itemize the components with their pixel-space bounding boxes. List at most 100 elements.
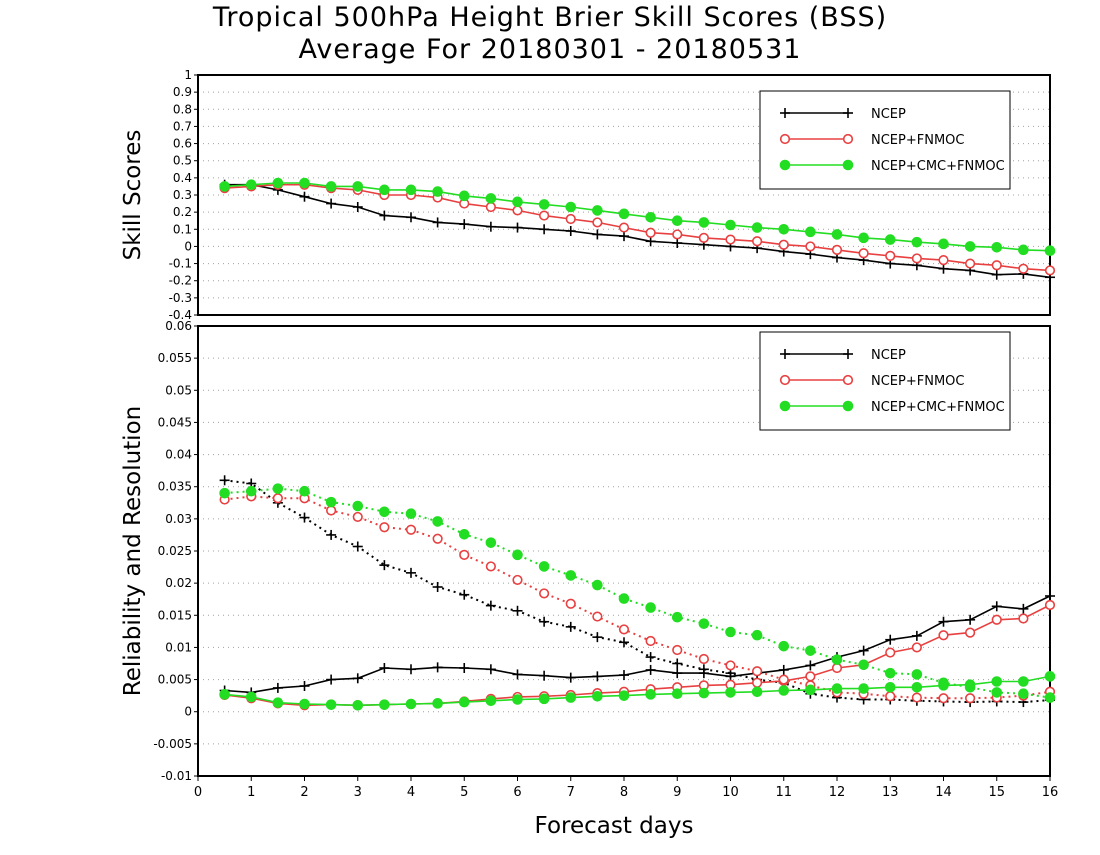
data-point [725, 219, 736, 231]
data-point [405, 524, 417, 535]
data-point [1018, 688, 1029, 700]
x-tick-label: 2 [300, 785, 308, 800]
data-point [272, 177, 284, 189]
data-point [1044, 692, 1056, 703]
data-point [565, 598, 576, 609]
x-tick-label: 13 [882, 785, 899, 800]
data-point [565, 570, 577, 581]
legend-item: NCEP+FNMOC [779, 133, 964, 148]
series-ncep-cmc-fnmoc [219, 177, 1056, 257]
data-point [352, 500, 364, 512]
data-point [698, 217, 710, 228]
data-point [831, 683, 843, 694]
legend-box [759, 90, 1011, 190]
plot-frame [197, 74, 1051, 316]
x-tick-label: 0 [194, 785, 202, 800]
y-axis-label: Reliability and Resolution [120, 406, 146, 696]
series-line [224, 182, 1051, 252]
y-tick-label: 0.4 [173, 171, 192, 185]
series-line [224, 495, 1051, 700]
data-point [938, 630, 949, 641]
data-point [432, 698, 443, 709]
legend: NCEP NCEP+FNMOC NCEP+CMC+FNMOC [759, 331, 1011, 431]
legend-box [759, 331, 1011, 431]
data-point [485, 537, 497, 548]
x-tick-label: 3 [354, 785, 362, 800]
y-tick-label: 0.045 [158, 415, 192, 429]
y-tick-label: 0.02 [165, 576, 192, 590]
data-point [671, 688, 683, 700]
data-point [991, 260, 1002, 271]
data-point [778, 685, 790, 696]
x-tick-label: 4 [407, 785, 415, 800]
data-point [805, 226, 816, 238]
x-tick-label: 5 [460, 785, 468, 800]
legend-item: NCEP+CMC+FNMOC [779, 400, 1005, 415]
data-point [618, 593, 630, 604]
data-point [592, 579, 603, 591]
data-point [938, 693, 949, 704]
x-tick-label: 7 [567, 785, 575, 800]
data-point [325, 496, 337, 508]
y-tick-label: 0.05 [165, 383, 192, 397]
series-ncep-fnmoc [219, 179, 1056, 276]
data-point [779, 374, 791, 386]
data-point [245, 485, 257, 497]
series-line [224, 183, 1051, 272]
data-point [671, 215, 683, 227]
data-point [512, 205, 523, 216]
skill-score-panel: -0.4 -0.3 -0.2 -0.1 0 0.1 0.2 0.3 0.4 0.5 0.6 0.7 0.… [120, 68, 1056, 322]
data-point [618, 222, 630, 233]
data-point [299, 698, 310, 710]
data-point [1018, 613, 1029, 624]
data-point [432, 186, 443, 197]
data-point [1044, 599, 1056, 611]
reliability-resolution-panel: -0.01 -0.005 0 0.005 0.01 0.015 0.02 0.025 0.03 0… [120, 319, 1056, 783]
y-axis-label: Skill Scores [120, 130, 146, 261]
data-point [805, 645, 816, 656]
data-point [991, 614, 1002, 625]
data-point [831, 229, 843, 240]
data-point [964, 241, 976, 252]
data-point [618, 208, 630, 220]
data-point [842, 400, 854, 412]
data-point [964, 681, 976, 693]
data-point [1018, 676, 1029, 687]
x-axis-label: Forecast days [535, 813, 694, 839]
y-tick-label: 0.01 [165, 640, 192, 654]
data-point [911, 692, 922, 703]
data-point [512, 196, 523, 208]
data-point [671, 611, 683, 623]
data-point [592, 205, 603, 216]
data-point [938, 255, 949, 266]
data-point [219, 689, 230, 700]
data-point [672, 644, 683, 656]
x-tick-label: 9 [673, 785, 681, 800]
data-point [911, 681, 923, 693]
data-point [565, 201, 577, 213]
y-tick-label: -0.3 [169, 291, 192, 305]
data-point [965, 693, 976, 704]
data-point [272, 493, 283, 504]
series-line [224, 479, 1051, 704]
data-point [219, 487, 230, 499]
series-ncep-cmc-fnmoc-resolution [219, 671, 1056, 711]
data-point [512, 574, 523, 586]
data-point [884, 681, 896, 693]
data-point [965, 258, 976, 269]
chart-subtitle: Average For 20180301 - 20180531 [298, 34, 802, 65]
y-tick-label: -0.01 [161, 769, 192, 783]
data-point [842, 159, 854, 171]
data-point [592, 690, 603, 702]
y-tick-label: 0.7 [173, 119, 192, 133]
data-point [725, 660, 736, 671]
data-point [991, 241, 1003, 253]
data-point [245, 179, 257, 191]
data-point [778, 640, 790, 652]
data-point [299, 485, 310, 497]
y-tick-label: -0.4 [169, 308, 192, 322]
data-point [831, 662, 843, 674]
data-point [1044, 245, 1056, 257]
data-point [751, 222, 763, 233]
